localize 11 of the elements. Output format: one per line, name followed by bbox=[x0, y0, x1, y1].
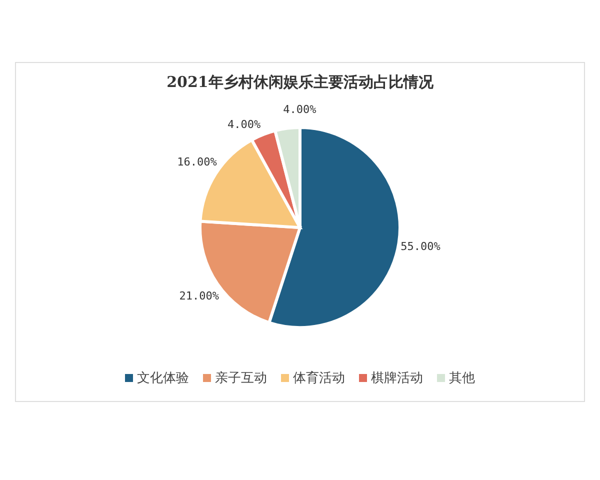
data-label: 4.00% bbox=[227, 118, 261, 132]
legend-label: 体育活动 bbox=[292, 370, 345, 387]
data-label: 16.00% bbox=[177, 156, 218, 169]
legend-label: 亲子互动 bbox=[214, 370, 267, 387]
data-label: 21.00% bbox=[179, 290, 220, 303]
legend-label: 文化体验 bbox=[136, 370, 189, 387]
chart-title: 2021年乡村休闲娱乐主要活动占比情况 bbox=[166, 73, 434, 92]
data-label: 55.00% bbox=[400, 240, 441, 254]
legend-label: 其他 bbox=[448, 370, 475, 387]
data-label: 4.00% bbox=[283, 102, 317, 116]
legend-label: 棋牌活动 bbox=[370, 370, 423, 387]
